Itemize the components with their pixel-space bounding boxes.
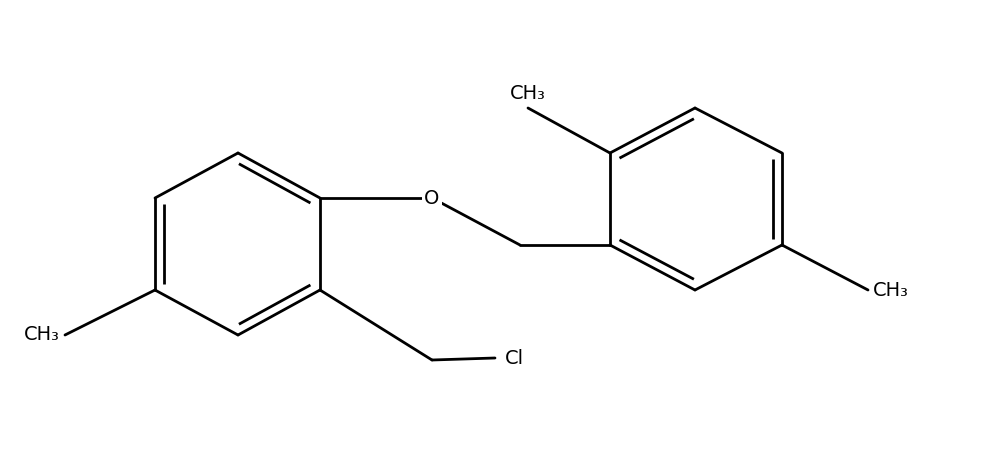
Text: CH₃: CH₃ [873,280,909,300]
Text: CH₃: CH₃ [24,325,60,345]
Text: CH₃: CH₃ [510,84,546,103]
Text: O: O [424,189,440,207]
Text: Cl: Cl [505,348,524,368]
